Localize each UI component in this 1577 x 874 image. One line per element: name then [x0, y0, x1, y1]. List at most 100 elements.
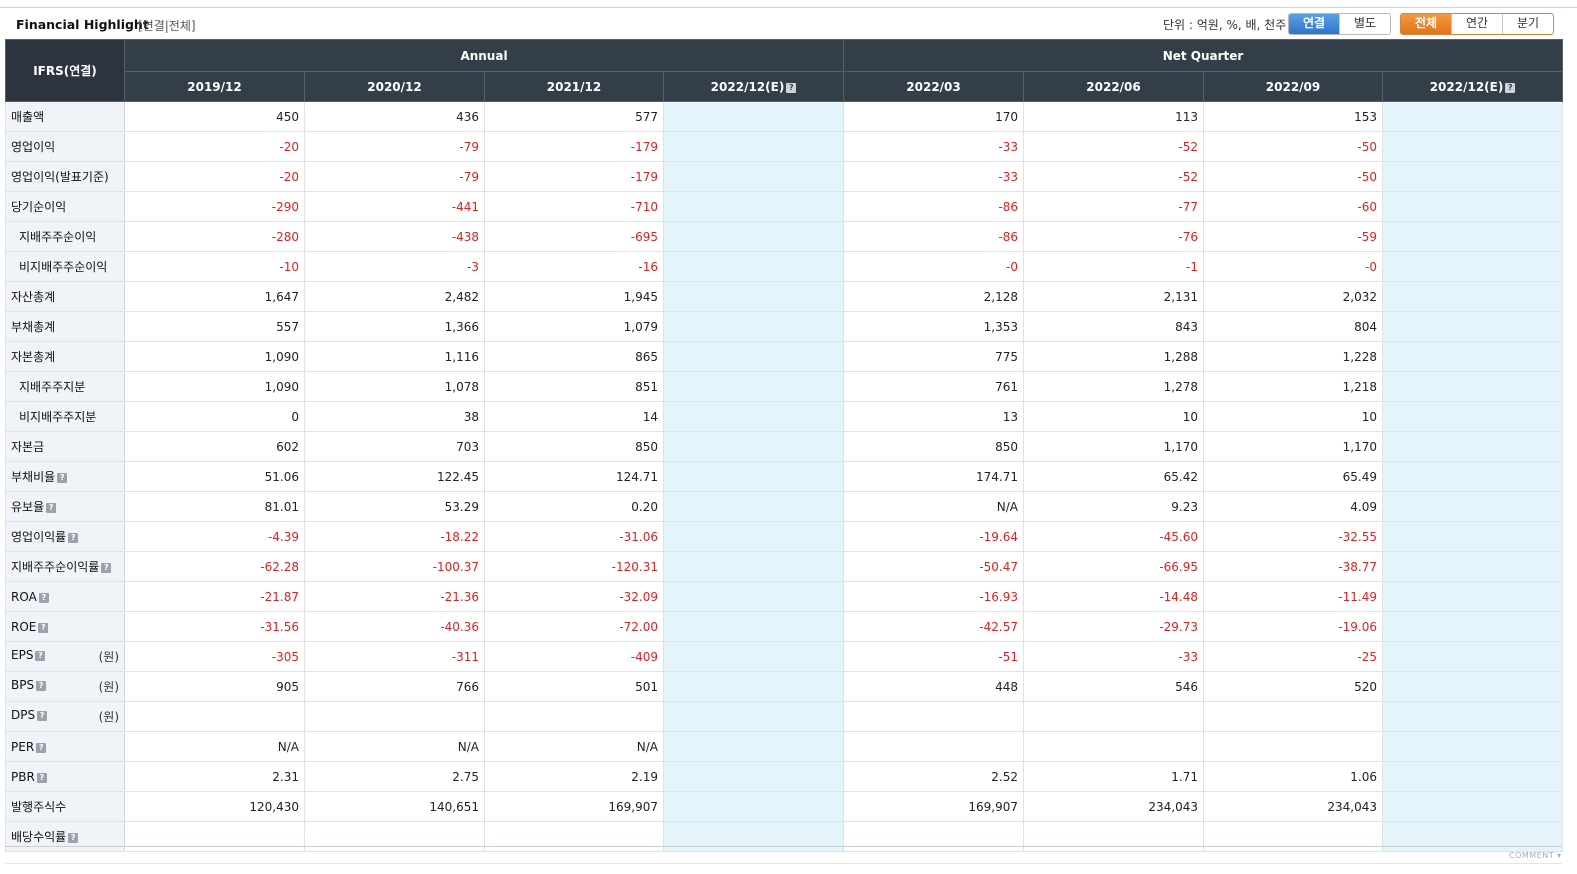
- row-label-cell: 자본금: [5, 431, 125, 462]
- consolidated-button[interactable]: 연결: [1289, 14, 1339, 34]
- table-row: 지배주주지분 1,090 1,078 851 761 1,278 1,218: [5, 371, 1564, 402]
- value-cell: [1023, 731, 1205, 762]
- value-cell: [1382, 671, 1564, 702]
- value-cell: [1382, 581, 1564, 612]
- value-cell: [662, 221, 845, 252]
- quarter-button[interactable]: 분기: [1502, 14, 1553, 34]
- value-cell: [662, 791, 845, 822]
- value-cell: -79: [304, 161, 485, 192]
- table-row: 자본금 602 703 850 850 1,170 1,170: [5, 431, 1564, 462]
- bottom-divider: [5, 846, 1562, 847]
- value-cell: N/A: [843, 491, 1025, 522]
- row-label-cell: 매출액: [5, 101, 125, 132]
- unit-label: 단위 : 억원, %, 배, 천주: [1163, 18, 1287, 32]
- value-cell: -59: [1203, 221, 1384, 252]
- value-cell: -1: [1023, 251, 1205, 282]
- help-icon[interactable]: ?: [37, 711, 48, 721]
- row-label: 영업이익(발표기준): [11, 170, 109, 184]
- value-cell: [662, 101, 845, 132]
- value-cell: 703: [304, 431, 485, 462]
- column-header-label: 2019/12: [187, 79, 242, 94]
- value-cell: -19.64: [843, 521, 1025, 552]
- row-label: EPS: [11, 648, 34, 662]
- value-cell: [662, 131, 845, 162]
- value-cell: [662, 581, 845, 612]
- value-cell: 1,218: [1203, 371, 1384, 402]
- top-divider: [0, 7, 1577, 8]
- comment-toggle[interactable]: COMMENT ▾: [1509, 851, 1562, 860]
- row-label: PBR: [11, 769, 35, 784]
- value-cell: -0: [1203, 251, 1384, 282]
- value-cell: [304, 821, 485, 852]
- value-cell: 1.06: [1203, 761, 1384, 792]
- value-cell: [304, 701, 485, 732]
- value-cell: 1,353: [843, 311, 1025, 342]
- help-icon[interactable]: ?: [36, 681, 47, 691]
- value-cell: 51.06: [124, 461, 305, 492]
- value-cell: -40.36: [304, 611, 485, 642]
- value-cell: -4.39: [124, 521, 305, 552]
- help-icon[interactable]: ?: [786, 82, 797, 93]
- help-icon[interactable]: ?: [68, 533, 79, 543]
- help-icon[interactable]: ?: [57, 473, 68, 483]
- help-icon[interactable]: ?: [68, 833, 79, 843]
- help-icon[interactable]: ?: [1505, 82, 1516, 93]
- table-row: 자산총계 1,647 2,482 1,945 2,128 2,131 2,032: [5, 281, 1564, 312]
- row-label-cell: 부채총계: [5, 311, 125, 342]
- value-cell: 448: [843, 671, 1025, 702]
- value-cell: [1382, 311, 1564, 342]
- value-cell: 120,430: [124, 791, 305, 822]
- value-cell: 122.45: [304, 461, 485, 492]
- row-label: 부채비율: [11, 470, 56, 484]
- value-cell: [1382, 731, 1564, 762]
- annual-button[interactable]: 연간: [1451, 14, 1502, 34]
- value-cell: -280: [124, 221, 305, 252]
- all-period-button[interactable]: 전체: [1401, 14, 1451, 34]
- value-cell: -20: [124, 161, 305, 192]
- value-cell: -31.06: [484, 521, 664, 552]
- value-cell: [1382, 521, 1564, 552]
- help-icon[interactable]: ?: [36, 742, 47, 753]
- help-icon[interactable]: ?: [46, 503, 57, 513]
- separate-button[interactable]: 별도: [1339, 14, 1390, 34]
- scope-toggle: 연결 별도: [1288, 13, 1391, 35]
- row-label-cell: ROE?: [5, 611, 125, 642]
- value-cell: 1,945: [484, 281, 664, 312]
- help-icon[interactable]: ?: [101, 563, 112, 573]
- annual-group-header: Annual: [123, 39, 845, 72]
- value-cell: 577: [484, 101, 664, 132]
- value-cell: 2.52: [843, 761, 1025, 792]
- row-label: PER: [11, 739, 35, 754]
- value-cell: -76: [1023, 221, 1205, 252]
- value-cell: 153: [1203, 101, 1384, 132]
- help-icon[interactable]: ?: [35, 651, 46, 661]
- value-cell: 1,090: [124, 371, 305, 402]
- table-row: 지배주주순이익률? -62.28 -100.37 -120.31 -50.47 -66.9…: [5, 551, 1564, 582]
- value-cell: 2,128: [843, 281, 1025, 312]
- value-cell: [662, 161, 845, 192]
- value-cell: -14.48: [1023, 581, 1205, 612]
- help-icon[interactable]: ?: [36, 772, 47, 783]
- help-icon[interactable]: ?: [38, 592, 49, 603]
- row-unit: (원): [98, 710, 119, 724]
- row-label: 비지배주주지분: [19, 410, 97, 424]
- help-icon[interactable]: ?: [38, 622, 49, 633]
- table-row: ROA? -21.87 -21.36 -32.09 -16.93 -14.48 -11.49: [5, 581, 1564, 612]
- column-header-label: 2022/09: [1265, 79, 1321, 94]
- row-label-cell: 영업이익(발표기준): [5, 161, 125, 192]
- row-label: 부채총계: [11, 320, 56, 334]
- row-label: 자본금: [11, 440, 45, 454]
- value-cell: 14: [484, 401, 664, 432]
- value-cell: -438: [304, 221, 485, 252]
- table-row: PER? N/A N/A N/A: [5, 731, 1564, 762]
- row-label: 비지배주주순이익: [19, 260, 108, 274]
- value-cell: [662, 641, 845, 672]
- table-row: EPS? (원) -305 -311 -409 -51 -33 -25: [5, 641, 1564, 672]
- value-cell: 38: [304, 401, 485, 432]
- value-cell: 850: [484, 431, 664, 462]
- row-label-cell: 영업이익: [5, 131, 125, 162]
- value-cell: -0: [843, 251, 1025, 282]
- value-cell: 113: [1023, 101, 1205, 132]
- value-cell: -409: [484, 641, 664, 672]
- value-cell: 1,079: [484, 311, 664, 342]
